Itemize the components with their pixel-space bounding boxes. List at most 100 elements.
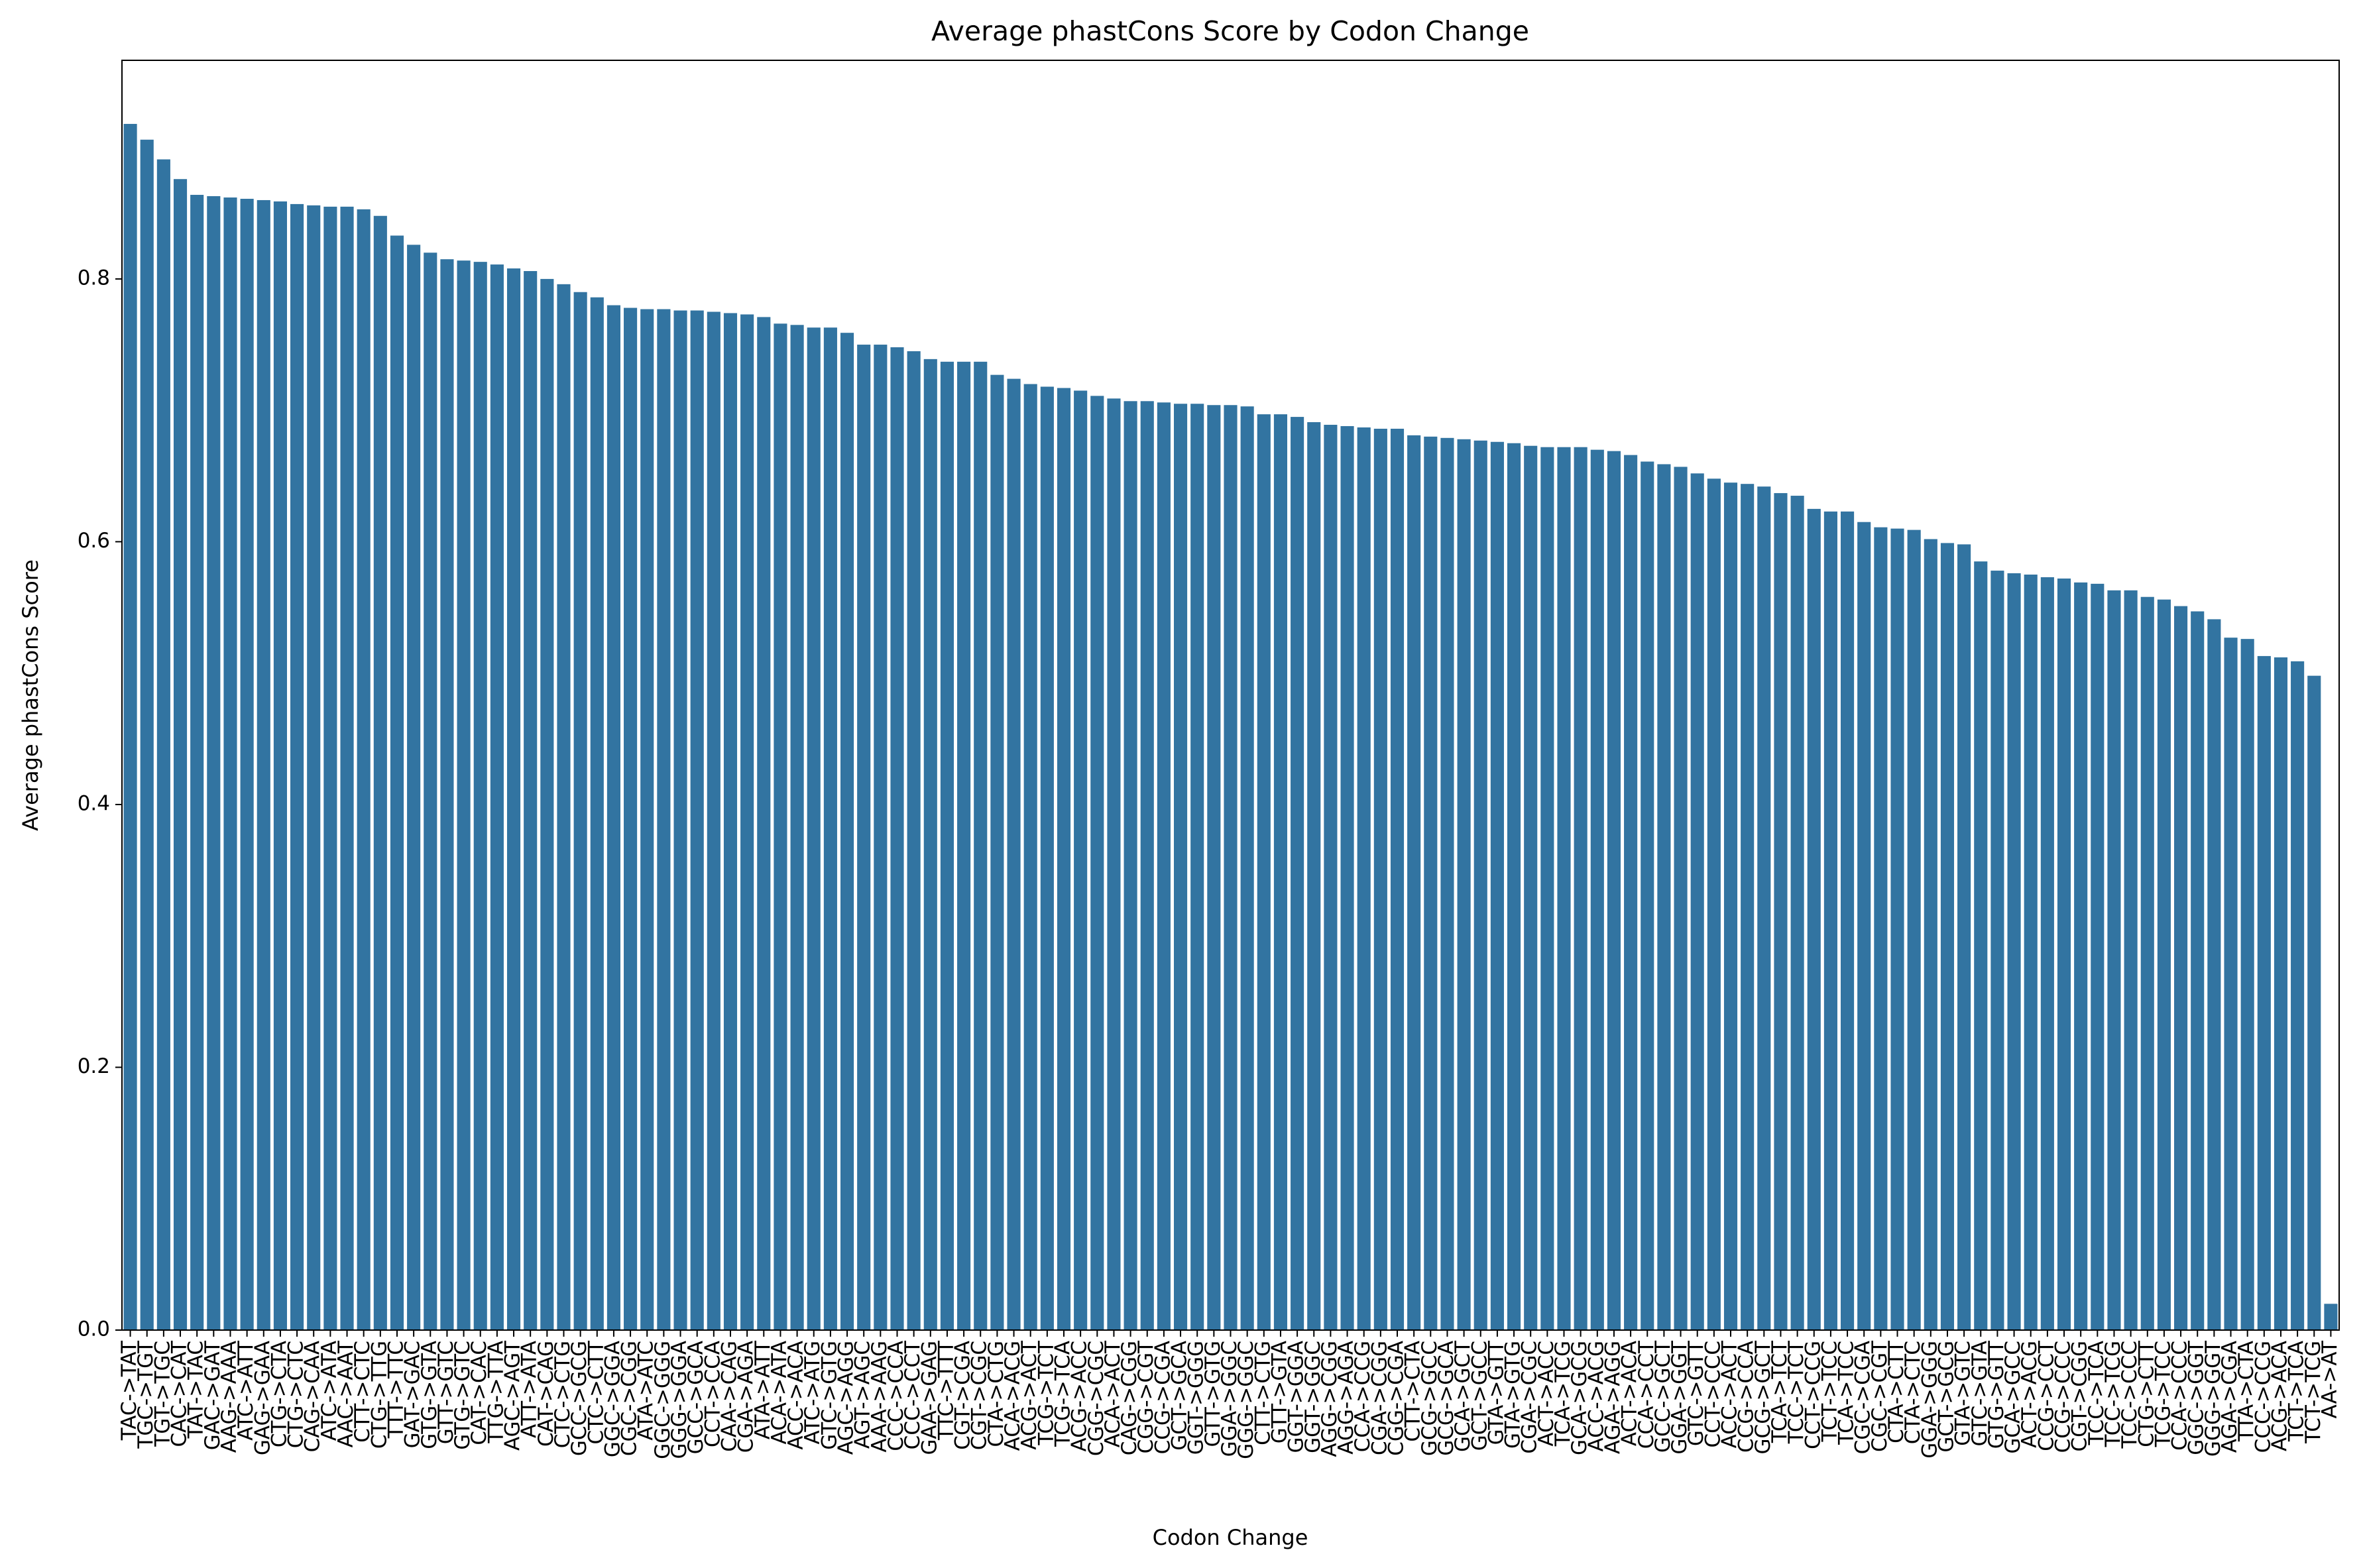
x-tick-label: ATC->ATA [317,1341,341,1441]
x-tick-label: ACA->ATA [768,1341,791,1445]
bar [2291,661,2305,1330]
bar [1257,414,1271,1330]
x-tick-label: CTG->CTC [284,1341,308,1448]
plot-frame [121,60,2340,1331]
x-tick-label: TAT->TAC [184,1341,208,1439]
x-tick-label: TTA->CTA [2234,1341,2258,1442]
bar [1940,543,1955,1330]
x-tick-label: CGC->CGA [1851,1341,1875,1454]
x-tick-label: GTT->GTA [1267,1341,1291,1443]
bar [156,159,170,1330]
bar [840,333,854,1330]
bar [2224,638,2238,1331]
x-tick-label: ATT->ATA [518,1341,542,1438]
bar [606,305,620,1331]
x-tick-label: GCC->GCG [567,1341,591,1456]
x-tick-label: GGA->GGC [1218,1341,1241,1457]
bar [690,310,704,1331]
bar [907,351,921,1330]
bar [1557,447,1571,1330]
y-tick-label: 0.8 [78,266,110,290]
bar [1924,539,1937,1330]
x-tick-label: GCG->GCT [1751,1340,1775,1455]
x-tick-label: CCG->CCT [2034,1340,2058,1451]
x-tick-label: TTC->TTT [934,1340,958,1441]
x-tick-label: CGA->CGG [1367,1341,1391,1455]
x-tick-label: CGG->CGA [1385,1341,1409,1456]
x-tick-label: CTG->CTA [267,1341,291,1447]
x-tick-label: GCA->GCC [2001,1341,2025,1454]
x-tick-label: CCT->CCC [1701,1341,1725,1447]
bar [1090,396,1104,1330]
bar [1790,496,1804,1331]
bar [373,215,387,1331]
bar [2157,599,2171,1331]
x-tick-label: TAC->TAT [117,1340,141,1441]
x-tick-label: GTC->GTA [1968,1341,1992,1447]
bar [624,308,638,1330]
x-tick-label: TCT->TCA [2285,1341,2309,1442]
x-tick-label: CGA->AGA [734,1341,758,1453]
bar [2174,606,2188,1330]
bar [1157,402,1171,1330]
bar [657,309,671,1330]
x-tick-label: CGA->CGC [1518,1341,1542,1454]
bar [1690,473,1704,1330]
x-tick-label: TCC->CCC [2118,1341,2142,1449]
chart-title: Average phastCons Score by Codon Change [931,15,1529,47]
bar [1007,378,1021,1330]
x-tick-label: TCA->TCT [1768,1340,1792,1443]
bar [1674,467,1688,1330]
bar [390,235,404,1330]
bar [2240,639,2254,1330]
bar [2057,578,2071,1330]
x-tick-label: CTA->CTG [984,1341,1008,1447]
x-tick-label: CAT->CAG [534,1341,558,1447]
bar [340,206,354,1330]
x-tick-label: CAG->CAA [301,1341,325,1452]
bar [2140,596,2154,1330]
x-tick-label: TGC->TGT [134,1340,158,1449]
bar [640,309,654,1330]
x-tick-label: ACT->ACA [1618,1341,1642,1446]
x-tick-label: GGA->GGT [1668,1340,1692,1455]
x-tick-label: AGG->AGA [1334,1341,1358,1455]
bar [273,201,287,1330]
bar [2191,611,2205,1331]
x-tick-label: TCG->TCT [1034,1340,1058,1446]
x-tick-label: CTA->CTC [1901,1341,1925,1444]
x-tick-label: CCA->CCC [2168,1341,2192,1451]
bar [257,199,270,1330]
x-axis-label: Codon Change [1153,1525,1308,1550]
bar [1907,530,1921,1330]
bar [1723,482,1738,1330]
x-tick-label: ACG->ACT [1017,1340,1041,1450]
bar [723,313,738,1330]
bar [740,314,754,1330]
x-tick-label: TCA->TCG [1551,1341,1575,1447]
x-tick-label: GAG->GAA [251,1341,274,1455]
bar [990,374,1004,1331]
bar [1173,404,1188,1330]
bar [1140,401,1154,1331]
bar [1407,435,1421,1330]
x-tick-label: AAC->AAT [334,1340,358,1447]
x-tick-label: ACC->ACT [1718,1340,1742,1448]
x-tick-label: GGC->GGA [601,1341,624,1457]
bar [240,198,254,1330]
bar [1424,436,1438,1330]
x-tick-label: CGG->CGC [1084,1341,1108,1456]
bar [2007,573,2021,1331]
bar [1057,388,1071,1331]
bar [1841,511,1855,1330]
x-tick-label: ATC->ATT [234,1340,258,1441]
bar [123,123,137,1330]
bar [490,264,504,1330]
bar [557,284,571,1330]
bar [790,325,804,1330]
bar [1741,484,1755,1331]
x-tick-label: GTG->GTC [451,1341,475,1450]
bar [1390,428,1405,1330]
y-axis-label: Average phastCons Score [18,559,43,831]
bar [757,317,771,1331]
